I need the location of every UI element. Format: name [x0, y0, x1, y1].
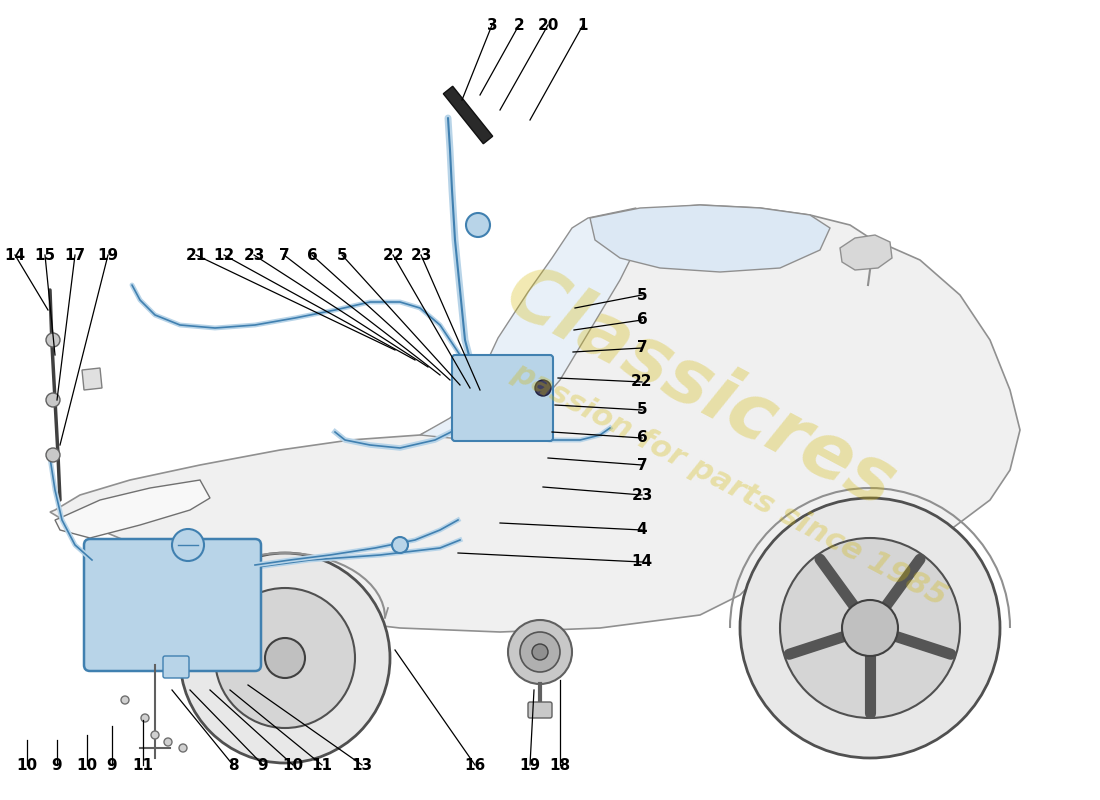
Text: 1: 1: [578, 18, 588, 33]
Text: 3: 3: [486, 18, 497, 33]
Text: 5: 5: [637, 402, 647, 418]
Polygon shape: [590, 205, 830, 272]
Circle shape: [535, 380, 551, 396]
Text: 4: 4: [637, 522, 647, 538]
Text: 12: 12: [213, 247, 234, 262]
Text: 5: 5: [337, 247, 348, 262]
Text: 22: 22: [383, 247, 404, 262]
Polygon shape: [420, 208, 640, 440]
Text: 17: 17: [65, 247, 86, 262]
FancyBboxPatch shape: [452, 355, 553, 441]
Text: 7: 7: [637, 458, 647, 473]
Text: 20: 20: [537, 18, 559, 33]
Text: 7: 7: [637, 341, 647, 355]
Circle shape: [151, 731, 160, 739]
FancyBboxPatch shape: [163, 656, 189, 678]
Text: 6: 6: [637, 313, 648, 327]
Text: 19: 19: [98, 247, 119, 262]
Circle shape: [740, 498, 1000, 758]
Circle shape: [466, 213, 490, 237]
Text: 8: 8: [228, 758, 239, 773]
Circle shape: [121, 696, 129, 704]
Circle shape: [780, 538, 960, 718]
Circle shape: [46, 393, 60, 407]
Text: Classicres: Classicres: [493, 256, 908, 524]
Polygon shape: [443, 86, 493, 144]
Text: 11: 11: [132, 758, 154, 773]
Text: 22: 22: [631, 374, 652, 390]
Text: 6: 6: [307, 247, 318, 262]
Text: 10: 10: [16, 758, 37, 773]
Text: 14: 14: [631, 554, 652, 570]
Text: 21: 21: [186, 247, 207, 262]
Polygon shape: [55, 480, 210, 538]
Text: 2: 2: [514, 18, 525, 33]
Text: 18: 18: [549, 758, 571, 773]
Text: 10: 10: [283, 758, 304, 773]
Circle shape: [520, 632, 560, 672]
Text: passion for parts since 1985: passion for parts since 1985: [508, 358, 953, 612]
Circle shape: [508, 620, 572, 684]
Text: 16: 16: [464, 758, 485, 773]
Text: 9: 9: [257, 758, 268, 773]
Circle shape: [172, 529, 204, 561]
Circle shape: [164, 738, 172, 746]
Circle shape: [392, 537, 408, 553]
Text: 14: 14: [4, 247, 25, 262]
Text: 23: 23: [410, 247, 431, 262]
Text: 10: 10: [76, 758, 98, 773]
Text: 5: 5: [637, 287, 647, 302]
Text: 6: 6: [637, 430, 648, 446]
Circle shape: [265, 638, 305, 678]
Circle shape: [214, 588, 355, 728]
Text: 9: 9: [107, 758, 118, 773]
Polygon shape: [82, 368, 102, 390]
Polygon shape: [50, 205, 1020, 632]
Circle shape: [141, 714, 149, 722]
Circle shape: [46, 333, 60, 347]
Circle shape: [46, 448, 60, 462]
Text: 13: 13: [351, 758, 373, 773]
Text: 9: 9: [52, 758, 63, 773]
Polygon shape: [840, 235, 892, 270]
FancyBboxPatch shape: [84, 539, 261, 671]
Text: 15: 15: [34, 247, 56, 262]
Circle shape: [179, 744, 187, 752]
Text: 23: 23: [243, 247, 265, 262]
Circle shape: [180, 553, 390, 763]
Text: 23: 23: [631, 487, 652, 502]
Circle shape: [842, 600, 898, 656]
Circle shape: [532, 644, 548, 660]
Text: 11: 11: [311, 758, 332, 773]
Text: 19: 19: [519, 758, 540, 773]
Text: 7: 7: [278, 247, 289, 262]
FancyBboxPatch shape: [528, 702, 552, 718]
